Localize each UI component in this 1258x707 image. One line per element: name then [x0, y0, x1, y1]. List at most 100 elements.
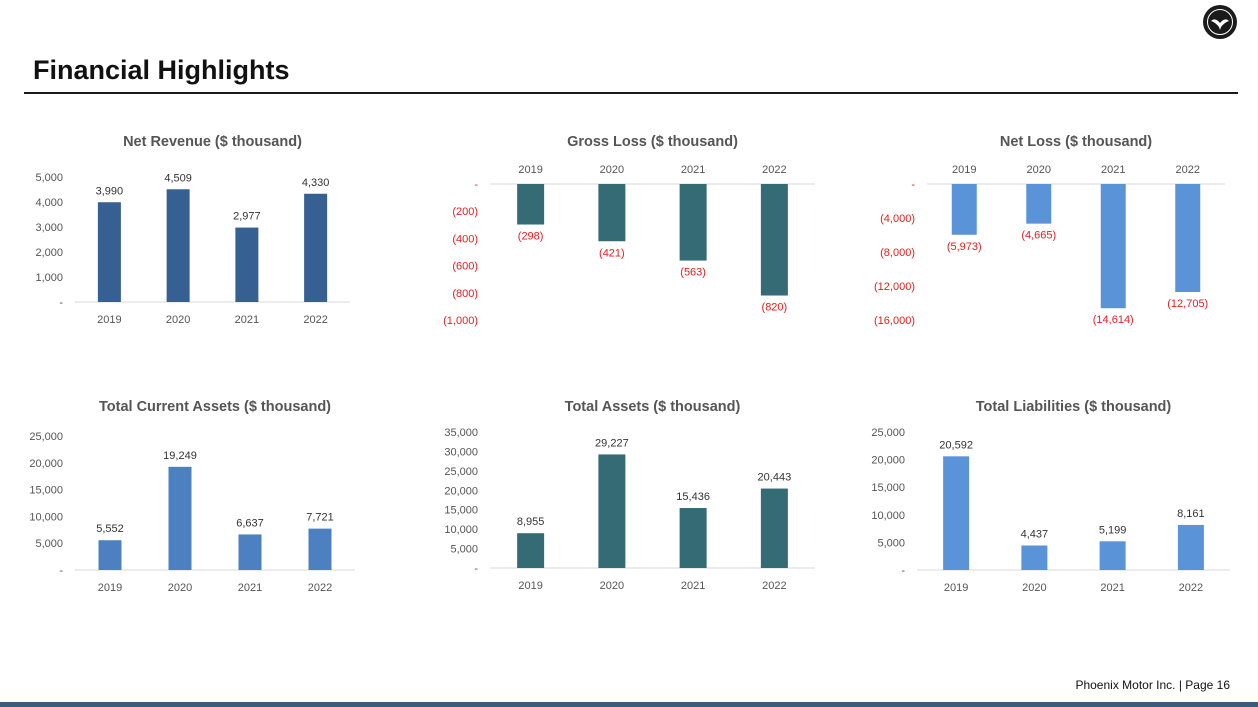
x-tick-label: 2019: [952, 164, 976, 176]
data-label: (820): [762, 302, 788, 314]
bar: [304, 193, 328, 302]
y-tick-label: 5,000: [35, 172, 63, 184]
chart-title: Total Assets ($ thousand): [565, 399, 741, 415]
x-tick-label: 2020: [600, 164, 624, 176]
y-tick-label: (600): [452, 261, 478, 273]
y-tick-label: (16,000): [874, 315, 915, 327]
data-label: 20,443: [758, 472, 792, 484]
bar: [517, 533, 545, 568]
data-label: 7,721: [306, 512, 334, 524]
x-tick-label: 2022: [303, 314, 327, 326]
y-tick-label: 5,000: [450, 544, 478, 556]
bar: [97, 202, 121, 302]
bar: [951, 184, 977, 235]
y-tick-label: -: [474, 179, 478, 191]
bar: [679, 184, 707, 261]
y-tick-label: 5,000: [35, 538, 63, 550]
bar: [760, 488, 788, 568]
net-revenue-chart: Net Revenue ($ thousand) - 1,000 2,000 3,000…: [30, 125, 430, 345]
x-tick-label: 2021: [1101, 164, 1125, 176]
bar: [1026, 184, 1052, 224]
data-label: 8,955: [517, 516, 545, 528]
total-liabilities-chart: Total Liabilities ($ thousand) - 5,000 10,0…: [860, 390, 1258, 610]
x-tick-label: 2021: [235, 314, 259, 326]
bar: [598, 184, 626, 242]
y-tick-label: 35,000: [444, 427, 478, 439]
data-label: 19,249: [163, 450, 197, 462]
x-tick-label: 2020: [1022, 582, 1046, 594]
data-label: (14,614): [1093, 314, 1134, 326]
y-tick-label: 20,000: [29, 458, 63, 470]
x-tick-label: 2022: [762, 164, 786, 176]
x-tick-label: 2019: [97, 314, 121, 326]
x-tick-label: 2022: [308, 582, 332, 594]
chart-title: Gross Loss ($ thousand): [567, 134, 738, 150]
footer-page-label: Phoenix Motor Inc. | Page 16: [1075, 678, 1230, 692]
y-tick-label: 20,000: [444, 485, 478, 497]
y-tick-label: -: [474, 563, 478, 575]
data-label: 4,330: [302, 177, 330, 189]
data-label: 4,437: [1021, 529, 1049, 541]
data-label: 6,637: [236, 517, 264, 529]
x-tick-label: 2021: [1100, 582, 1124, 594]
bar: [1099, 541, 1126, 570]
y-tick-label: 1,000: [35, 272, 63, 284]
y-tick-label: 10,000: [871, 510, 905, 522]
x-tick-label: 2020: [168, 582, 192, 594]
y-tick-label: 4,000: [35, 197, 63, 209]
net-loss-chart: Net Loss ($ thousand) - (4,000) (8,000) (12,…: [860, 125, 1258, 345]
data-label: 2,977: [233, 211, 261, 223]
data-label: (12,705): [1167, 298, 1208, 310]
y-tick-label: -: [59, 297, 63, 309]
bar: [98, 540, 122, 570]
x-tick-label: 2019: [944, 582, 968, 594]
x-tick-label: 2022: [1179, 582, 1203, 594]
y-tick-label: (800): [452, 288, 478, 300]
data-label: (421): [599, 247, 625, 259]
y-tick-label: (400): [452, 233, 478, 245]
bar: [168, 466, 192, 570]
y-tick-label: 25,000: [29, 431, 63, 443]
y-tick-label: -: [901, 565, 905, 577]
bar: [1021, 545, 1048, 570]
x-tick-label: 2021: [238, 582, 262, 594]
data-label: 29,227: [595, 437, 629, 449]
data-label: 3,990: [96, 185, 124, 197]
y-tick-label: (12,000): [874, 281, 915, 293]
bar: [166, 189, 190, 302]
y-tick-label: 10,000: [29, 511, 63, 523]
data-label: 15,436: [676, 491, 710, 503]
data-label: (298): [518, 231, 544, 243]
bar: [1177, 524, 1204, 570]
data-label: (4,665): [1021, 230, 1056, 242]
bar: [943, 456, 970, 570]
data-label: 5,552: [96, 523, 124, 535]
bar: [679, 508, 707, 568]
x-tick-label: 2020: [166, 314, 190, 326]
total-assets-chart: Total Assets ($ thousand) - 5,000 10,000 15,…: [440, 390, 840, 610]
bar: [235, 227, 259, 302]
y-tick-label: 5,000: [877, 537, 905, 549]
x-tick-label: 2021: [681, 580, 705, 592]
bar: [598, 454, 626, 568]
bar: [760, 184, 788, 296]
y-tick-label: (200): [452, 206, 478, 218]
gross-loss-chart: Gross Loss ($ thousand) - (200) (400) (600) (…: [440, 125, 840, 345]
y-tick-label: (4,000): [880, 213, 915, 225]
y-tick-label: 2,000: [35, 247, 63, 259]
x-tick-label: 2019: [518, 164, 542, 176]
x-tick-label: 2019: [98, 582, 122, 594]
chart-title: Total Current Assets ($ thousand): [99, 399, 331, 415]
y-tick-label: 15,000: [871, 482, 905, 494]
chart-title: Net Loss ($ thousand): [1000, 134, 1152, 150]
y-tick-label: 15,000: [29, 485, 63, 497]
data-label: 8,161: [1177, 508, 1205, 520]
x-tick-label: 2019: [518, 580, 542, 592]
y-tick-label: 20,000: [871, 455, 905, 467]
y-tick-label: 3,000: [35, 222, 63, 234]
data-label: 5,199: [1099, 524, 1127, 536]
total-current-assets-chart: Total Current Assets ($ thousand) - 5,000 1…: [29, 390, 430, 610]
y-tick-label: (1,000): [443, 315, 478, 327]
y-tick-label: 15,000: [444, 505, 478, 517]
chart-title: Total Liabilities ($ thousand): [976, 399, 1172, 415]
